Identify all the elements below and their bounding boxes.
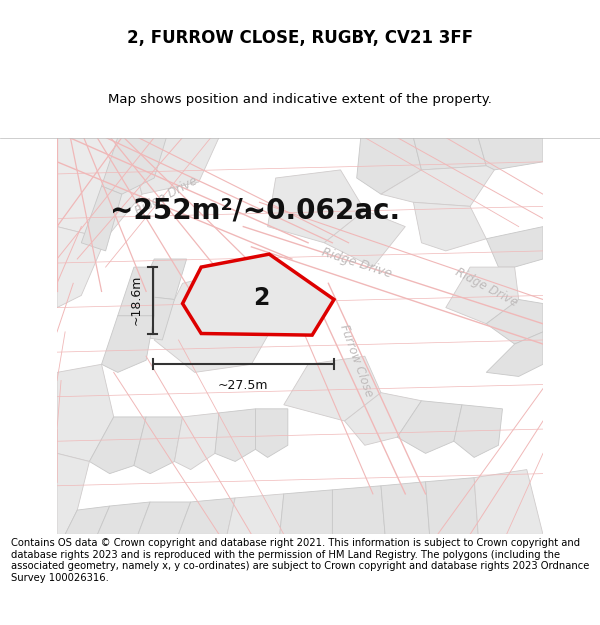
Polygon shape	[397, 401, 462, 453]
Polygon shape	[256, 409, 288, 458]
Text: 2: 2	[253, 286, 269, 310]
Polygon shape	[446, 267, 518, 324]
Polygon shape	[138, 259, 187, 299]
Polygon shape	[126, 138, 219, 194]
Polygon shape	[118, 267, 154, 316]
Polygon shape	[344, 392, 421, 445]
Polygon shape	[332, 486, 385, 534]
Polygon shape	[57, 227, 106, 308]
Polygon shape	[268, 170, 365, 242]
Text: ~252m²/~0.062ac.: ~252m²/~0.062ac.	[110, 196, 401, 224]
Text: Ridge Drive: Ridge Drive	[133, 174, 200, 218]
Polygon shape	[324, 211, 405, 267]
Polygon shape	[280, 490, 332, 534]
Polygon shape	[57, 364, 114, 461]
Text: Ridge Drive: Ridge Drive	[453, 266, 520, 309]
Polygon shape	[134, 296, 175, 340]
Polygon shape	[413, 138, 486, 170]
Polygon shape	[89, 417, 146, 474]
Text: Contains OS data © Crown copyright and database right 2021. This information is : Contains OS data © Crown copyright and d…	[11, 538, 589, 582]
Polygon shape	[478, 138, 543, 170]
Polygon shape	[486, 227, 543, 267]
Text: ~18.6m: ~18.6m	[130, 275, 143, 326]
Polygon shape	[138, 502, 191, 534]
Polygon shape	[381, 482, 430, 534]
Polygon shape	[179, 498, 235, 534]
Text: 2, FURROW CLOSE, RUGBY, CV21 3FF: 2, FURROW CLOSE, RUGBY, CV21 3FF	[127, 29, 473, 48]
Polygon shape	[381, 166, 494, 206]
Polygon shape	[454, 405, 502, 458]
Polygon shape	[57, 453, 89, 534]
Polygon shape	[154, 267, 284, 372]
Polygon shape	[175, 413, 219, 469]
Polygon shape	[182, 254, 334, 335]
Polygon shape	[215, 409, 256, 461]
Polygon shape	[486, 332, 543, 376]
Polygon shape	[425, 478, 478, 534]
Polygon shape	[98, 502, 150, 534]
Polygon shape	[82, 186, 122, 251]
Text: ~27.5m: ~27.5m	[218, 379, 269, 392]
Polygon shape	[356, 138, 421, 194]
Text: Furrow Close: Furrow Close	[338, 322, 376, 398]
Polygon shape	[413, 202, 486, 251]
Polygon shape	[101, 138, 166, 194]
Polygon shape	[134, 417, 182, 474]
Polygon shape	[474, 469, 543, 534]
Polygon shape	[227, 494, 284, 534]
Polygon shape	[65, 506, 110, 534]
Polygon shape	[284, 356, 381, 421]
Text: Map shows position and indicative extent of the property.: Map shows position and indicative extent…	[108, 92, 492, 106]
Polygon shape	[57, 138, 142, 239]
Polygon shape	[486, 299, 543, 344]
Text: Ridge Drive: Ridge Drive	[320, 246, 394, 281]
Polygon shape	[101, 316, 154, 372]
